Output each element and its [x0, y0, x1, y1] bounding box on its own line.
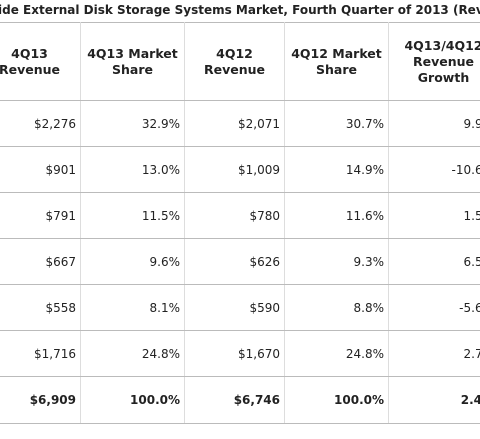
column-header: 4Q13 Revenue [0, 22, 81, 101]
total-cell: $6,746 [184, 376, 285, 424]
data-table: 4Q13 Revenue 4Q13 Market Share 4Q12 Revenu… [0, 22, 480, 424]
column-header: 4Q12 Market Share [284, 22, 389, 101]
cell: $626 [184, 238, 285, 285]
cell: $901 [0, 146, 81, 193]
cell: 9.3% [284, 238, 389, 285]
cell: 24.8% [80, 330, 185, 377]
total-cell: 2.4% [388, 376, 480, 424]
cell: $791 [0, 192, 81, 239]
total-cell: 100.0% [80, 376, 185, 424]
cell: 8.8% [284, 284, 389, 331]
cell: 14.9% [284, 146, 389, 193]
column-header: 4Q13 Market Share [80, 22, 185, 101]
column-header: 4Q12 Revenue [184, 22, 285, 101]
column-header: 4Q13/4Q12 Revenue Growth [388, 22, 480, 101]
cell: $780 [184, 192, 285, 239]
cell: 11.5% [80, 192, 185, 239]
total-cell: 100.0% [284, 376, 389, 424]
cell: $558 [0, 284, 81, 331]
table-body: $2,27632.9%$2,07130.7%9.9%$90113.0%$1,00… [0, 100, 480, 424]
table-title: ide External Disk Storage Systems Market… [0, 3, 480, 17]
cell: 32.9% [80, 100, 185, 147]
cell: 9.6% [80, 238, 185, 285]
header-row: 4Q13 Revenue 4Q13 Market Share 4Q12 Revenu… [0, 22, 480, 101]
cell: 9.9% [388, 100, 480, 147]
cell: 24.8% [284, 330, 389, 377]
cell: 2.7% [388, 330, 480, 377]
cell: $1,716 [0, 330, 81, 377]
cell: $590 [184, 284, 285, 331]
cell: -5.6% [388, 284, 480, 331]
cell: $667 [0, 238, 81, 285]
cell: 6.5% [388, 238, 480, 285]
cell: 30.7% [284, 100, 389, 147]
cell: $2,276 [0, 100, 81, 147]
cell: 11.6% [284, 192, 389, 239]
cell: 8.1% [80, 284, 185, 331]
cell: -10.6% [388, 146, 480, 193]
total-cell: $6,909 [0, 376, 81, 424]
cell: 1.5% [388, 192, 480, 239]
cell: 13.0% [80, 146, 185, 193]
cell: $2,071 [184, 100, 285, 147]
cell: $1,009 [184, 146, 285, 193]
cell: $1,670 [184, 330, 285, 377]
